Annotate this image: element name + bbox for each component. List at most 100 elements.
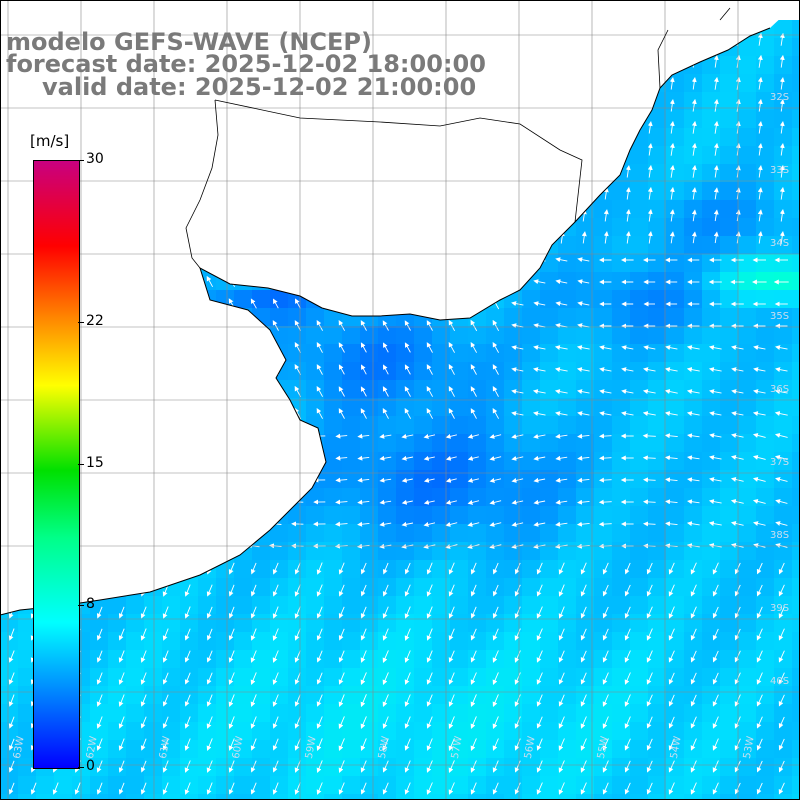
- wind-arrow: [624, 738, 631, 751]
- speed-cell: [414, 776, 432, 794]
- speed-cell: [666, 452, 684, 470]
- wind-arrow: [778, 584, 785, 597]
- wind-arrow: [580, 672, 587, 685]
- speed-cell: [360, 236, 378, 254]
- speed-cell: [612, 200, 630, 218]
- speed-cell: [648, 146, 666, 164]
- speed-cell: [90, 776, 108, 794]
- wind-arrow: [96, 253, 104, 266]
- speed-cell: [270, 272, 288, 290]
- speed-cell: [378, 452, 396, 470]
- speed-cell: [396, 128, 414, 146]
- speed-cell: [792, 326, 800, 344]
- speed-cell: [612, 344, 630, 362]
- wind-arrow: [580, 716, 587, 729]
- speed-cell: [522, 254, 540, 272]
- wind-arrow: [114, 499, 128, 504]
- wind-arrow: [382, 760, 389, 773]
- speed-cell: [432, 776, 450, 794]
- speed-cell: [792, 758, 800, 776]
- wind-arrow: [338, 209, 346, 222]
- wind-arrow: [206, 650, 213, 663]
- wind-arrow: [140, 297, 148, 310]
- speed-cell: [126, 164, 144, 182]
- wind-arrow: [118, 606, 125, 619]
- wind-arrow: [709, 477, 722, 483]
- speed-cell: [342, 218, 360, 236]
- speed-cell: [612, 74, 630, 92]
- speed-cell: [666, 308, 684, 326]
- speed-cell: [774, 470, 792, 488]
- wind-arrow: [272, 231, 280, 244]
- speed-cell: [630, 146, 648, 164]
- speed-cell: [270, 542, 288, 560]
- wind-arrow: [294, 562, 301, 575]
- speed-cell: [612, 524, 630, 542]
- speed-cell: [144, 614, 162, 632]
- speed-cell: [90, 110, 108, 128]
- speed-cell: [144, 272, 162, 290]
- wind-arrow: [316, 407, 323, 419]
- speed-cell: [522, 218, 540, 236]
- speed-cell: [0, 560, 18, 578]
- speed-cell: [360, 704, 378, 722]
- wind-arrow: [690, 650, 697, 663]
- speed-cell: [486, 596, 504, 614]
- speed-cell: [522, 182, 540, 200]
- wind-arrow: [206, 363, 214, 376]
- speed-cell: [558, 92, 576, 110]
- speed-cell: [126, 758, 144, 776]
- speed-cell: [450, 506, 468, 524]
- wind-arrow: [404, 33, 412, 46]
- wind-arrow: [470, 253, 478, 266]
- speed-cell: [540, 632, 558, 650]
- speed-cell: [558, 110, 576, 128]
- speed-cell: [162, 290, 180, 308]
- speed-cell: [144, 632, 162, 650]
- wind-arrow: [669, 120, 675, 134]
- speed-cell: [0, 254, 18, 272]
- speed-cell: [684, 398, 702, 416]
- speed-cell: [558, 740, 576, 758]
- speed-cell: [648, 290, 666, 308]
- wind-arrow: [96, 275, 104, 288]
- speed-cell: [450, 704, 468, 722]
- wind-arrow: [360, 716, 367, 729]
- wind-arrow: [536, 694, 543, 707]
- speed-cell: [396, 218, 414, 236]
- speed-cell: [522, 200, 540, 218]
- speed-cell: [234, 110, 252, 128]
- speed-cell: [432, 740, 450, 758]
- wind-arrow: [448, 408, 455, 419]
- speed-cell: [342, 650, 360, 668]
- wind-arrow: [580, 606, 587, 619]
- speed-cell: [648, 362, 666, 380]
- speed-cell: [306, 182, 324, 200]
- speed-cell: [648, 470, 666, 488]
- speed-cell: [108, 560, 126, 578]
- speed-cell: [216, 614, 234, 632]
- speed-cell: [162, 272, 180, 290]
- speed-cell: [612, 686, 630, 704]
- speed-cell: [90, 272, 108, 290]
- wind-arrow: [316, 143, 324, 156]
- speed-cell: [774, 614, 792, 632]
- speed-cell: [162, 128, 180, 146]
- wind-arrow: [687, 499, 700, 505]
- speed-cell: [396, 686, 414, 704]
- wind-arrow: [511, 521, 524, 527]
- speed-cell: [414, 506, 432, 524]
- speed-cell: [144, 398, 162, 416]
- wind-arrow: [690, 628, 697, 641]
- speed-cell: [378, 254, 396, 272]
- speed-cell: [360, 668, 378, 686]
- wind-arrow: [203, 433, 216, 438]
- speed-cell: [756, 452, 774, 470]
- wind-arrow: [558, 584, 565, 597]
- wind-arrow: [514, 738, 521, 751]
- wind-arrow: [426, 231, 434, 244]
- speed-cell: [306, 560, 324, 578]
- wind-arrow: [316, 121, 324, 134]
- speed-cell: [702, 290, 720, 308]
- speed-cell: [108, 434, 126, 452]
